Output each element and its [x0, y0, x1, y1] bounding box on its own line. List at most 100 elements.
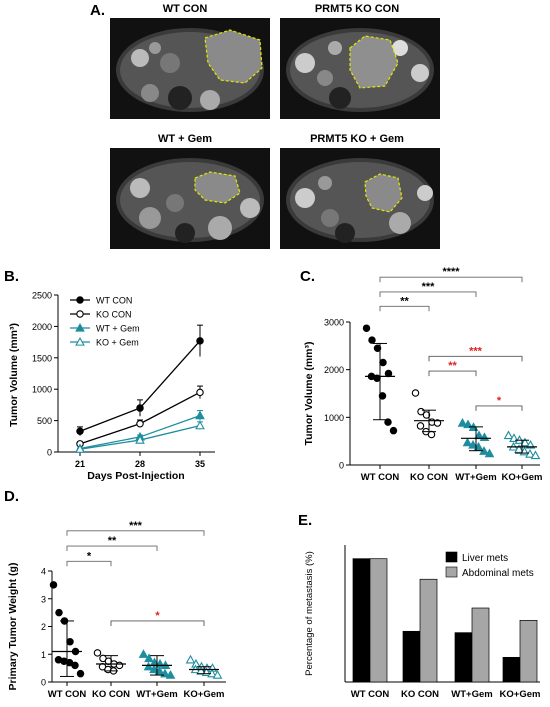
chart-b-point — [196, 337, 204, 345]
chart-b-legend-label: KO CON — [96, 310, 132, 320]
chart-d-significance-label: * — [87, 550, 92, 562]
chart-d-point — [144, 653, 154, 663]
chart-c-point — [427, 430, 436, 439]
chart-d-y-tick-label: 0 — [41, 678, 46, 688]
chart-c-point — [411, 389, 420, 397]
chart-e-legend-label: Abdominal mets — [462, 568, 534, 579]
chart-b-legend-marker — [75, 322, 85, 332]
panel-label-b: B. — [4, 268, 19, 285]
chart-c-point — [473, 441, 484, 451]
chart-b-y-axis-label: Tumor Volume (mm³) — [8, 323, 20, 427]
chart-b-series-line — [79, 340, 201, 432]
chart-b-point — [76, 427, 84, 436]
chart-b-legend-label: KO + Gem — [96, 338, 139, 348]
chart-c-point — [384, 418, 392, 426]
chart-e-x-tick-label: KO+Gem — [500, 689, 541, 700]
chart-b-y-tick-label: 500 — [37, 416, 52, 426]
chart-d-point — [93, 649, 102, 657]
chart-c-significance-bracket — [379, 291, 477, 297]
chart-c-x-tick-label: WT+Gem — [455, 472, 496, 483]
chart-c-significance-label: ** — [400, 295, 409, 307]
chart-e-x-tick-label: WT CON — [351, 689, 390, 700]
chart-c-significance-bracket — [379, 276, 523, 283]
chart-c-significance-label: ** — [448, 360, 457, 372]
chart-b-point — [196, 388, 204, 397]
chart-d-point — [154, 665, 165, 675]
chart-e-x-tick-label: WT+Gem — [451, 689, 492, 700]
chart-d-point — [115, 661, 124, 670]
mri-image-wt-gem — [110, 148, 270, 249]
chart-d-significance-bracket — [66, 530, 205, 536]
chart-c-point — [379, 358, 387, 367]
chart-c-x-tick-label: KO+Gem — [502, 472, 543, 483]
chart-c-significance-bracket — [428, 355, 523, 362]
chart-d-point — [212, 670, 223, 679]
chart-c-point — [509, 433, 519, 442]
chart-c-y-tick-label: 0 — [339, 461, 344, 471]
chart-e-legend-label: Liver mets — [462, 553, 508, 564]
chart-e-bar — [369, 558, 388, 683]
chart-e-legend-swatch — [445, 566, 458, 578]
chart-d-y-tick-label: 2 — [41, 622, 46, 632]
chart-c-point — [530, 450, 541, 460]
chart-c-point — [468, 439, 478, 449]
chart-c-y-tick-label: 1000 — [324, 413, 344, 423]
chart-b-y-tick-label: 0 — [47, 448, 52, 458]
chart-d-point — [76, 669, 85, 678]
mri-title-wt-gem: WT + Gem — [157, 133, 213, 145]
chart-b-point — [75, 444, 85, 453]
chart-b-legend-marker — [76, 310, 84, 318]
chart-c-y-tick-label: 3000 — [324, 318, 344, 328]
chart-d-x-tick-label: WT+Gem — [136, 689, 177, 700]
chart-d-point — [149, 664, 159, 674]
panel-label-e: E. — [298, 512, 313, 529]
chart-b-x-tick-label: 21 — [75, 459, 85, 469]
chart-b-x-tick-label: 35 — [195, 459, 205, 469]
chart-b-point — [136, 404, 144, 412]
chart-d-point — [185, 654, 196, 664]
chart-b-y-tick-label: 2500 — [32, 291, 52, 301]
chart-d-y-tick-label: 3 — [41, 594, 46, 604]
chart-d-point — [165, 670, 176, 679]
chart-e-y-axis-label: Percentage of metastasis (%) — [304, 551, 315, 676]
chart-b-point — [136, 419, 144, 428]
chart-c-point — [462, 437, 473, 447]
chart-c-point — [389, 426, 398, 435]
chart-c-significance-label: *** — [422, 281, 436, 293]
chart-c-significance-label: **** — [442, 266, 460, 278]
chart-d-significance-label: ** — [108, 535, 117, 547]
chart-d-significance-bracket — [66, 560, 112, 567]
chart-d-x-tick-label: KO+Gem — [184, 689, 225, 700]
chart-e-bar — [471, 607, 490, 683]
chart-c-point — [520, 437, 530, 447]
chart-c-y-axis-label: Tumor Volume (mm³) — [303, 341, 315, 445]
chart-c-point — [368, 336, 376, 344]
mri-image-wt-con — [110, 18, 270, 119]
chart-e-bar — [352, 558, 371, 683]
chart-e-bar — [454, 632, 473, 683]
chart-c-point — [378, 392, 387, 400]
chart-c-significance-label: * — [497, 395, 502, 407]
chart-c-point — [525, 449, 535, 458]
chart-c-x-tick-label: WT CON — [361, 472, 400, 483]
chart-d-significance-bracket — [66, 545, 158, 552]
chart-b-legend-label: WT + Gem — [96, 324, 140, 334]
chart-d-point — [71, 661, 79, 670]
mri-title-ko-gem: PRMT5 KO + Gem — [310, 133, 404, 145]
chart-e-bar — [502, 656, 521, 683]
chart-e-legend-swatch — [445, 551, 458, 563]
chart-c-point — [457, 418, 468, 427]
chart-d-significance-label: *** — [129, 520, 143, 532]
chart-d-point — [55, 608, 63, 617]
chart-e-x-tick-label: KO CON — [401, 689, 439, 700]
chart-c-point — [433, 419, 442, 427]
chart-d-point — [143, 661, 154, 671]
chart-c-point — [416, 422, 425, 430]
chart-c-point — [384, 369, 393, 378]
chart-c-x-tick-label: KO CON — [410, 472, 448, 483]
chart-c-significance-bracket — [428, 370, 477, 377]
panel-label-a: A. — [90, 2, 105, 19]
chart-b-legend-marker — [75, 336, 85, 346]
chart-e-bar — [519, 619, 538, 683]
